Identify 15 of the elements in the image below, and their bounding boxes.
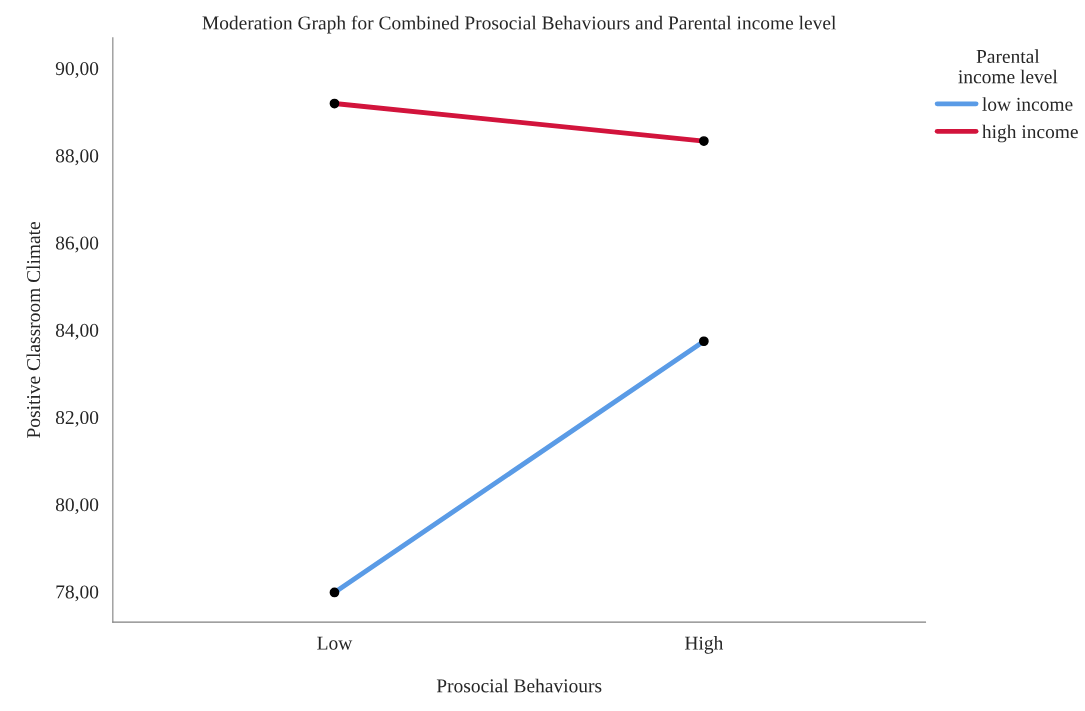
x-tick-label: High: [684, 636, 724, 654]
legend-title: Parental income level: [958, 49, 1058, 84]
legend-label: low income: [982, 97, 1073, 111]
y-tick-label: 84,00: [55, 323, 99, 340]
y-tick-label: 80,00: [55, 498, 99, 515]
y-tick-label: 82,00: [55, 410, 99, 427]
legend-label: high income: [982, 124, 1078, 143]
y-tick-label: 88,00: [55, 149, 99, 166]
x-tick-label: Low: [317, 636, 353, 650]
chart-title: Moderation Graph for Combined Prosocial Behaviours and Parental income level: [202, 15, 837, 34]
y-tick-label: 78,00: [56, 585, 99, 602]
y-tick-label: 90,00: [55, 62, 99, 78]
x-axis-title: Prosocial Behaviours: [436, 678, 602, 693]
y-tick-label: 86,00: [55, 236, 99, 253]
y-axis-title: Positive Classroom Climate: [26, 222, 41, 438]
